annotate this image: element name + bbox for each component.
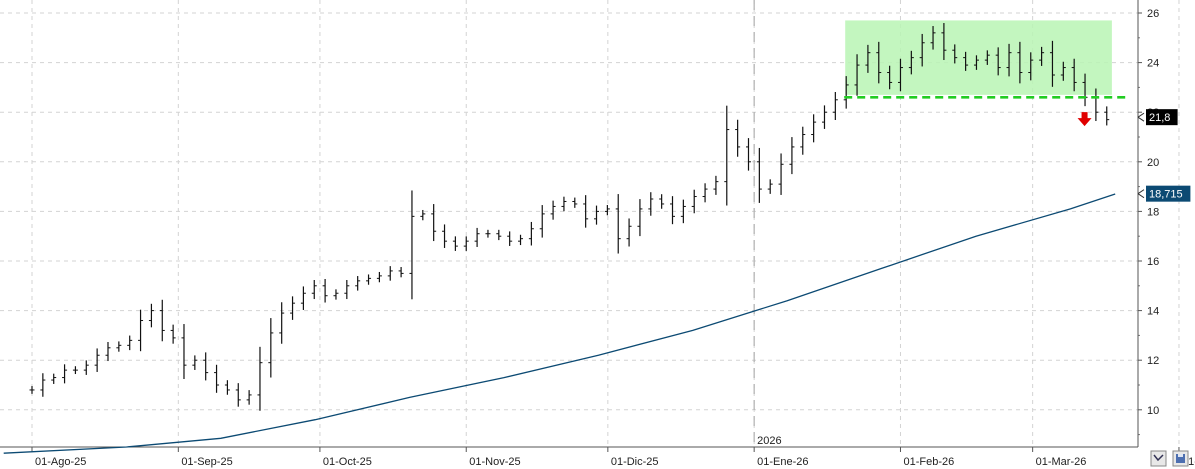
range-box [845,20,1112,95]
badge-text: 18,715 [1149,189,1183,201]
y-tick-label: 16 [1147,256,1159,268]
moving-average-badge: 18,715 [1137,185,1191,202]
y-tick-label: 24 [1147,58,1159,70]
save-icon [1176,454,1185,463]
chevron-down-icon [1153,454,1164,462]
save-icon-detail [1178,454,1183,457]
badge-pointer [1137,189,1145,199]
moving-average-line [3,193,1116,454]
y-tick-label: 20 [1147,157,1159,169]
year-label: 2026 [757,435,781,447]
down-arrow-icon [1077,112,1092,127]
x-tick-label: 01-Oct-25 [323,456,372,468]
x-tick-label: 01-Mar-26 [1036,456,1087,468]
x-tick-label: 01-Sep-25 [181,456,232,468]
x-tick-label: 01-Ene-26 [757,456,808,468]
y-tick-label: 26 [1147,8,1159,20]
badge-background [1146,109,1178,126]
badge-pointer [1137,112,1145,122]
x-tick-label: 01-Dic-25 [611,456,659,468]
last-price-badge: 21,8 [1137,109,1178,126]
y-tick-label: 10 [1147,405,1159,417]
badge-background [1146,185,1191,202]
x-tick-label: 01-Feb-26 [903,456,954,468]
x-tick-label: 01-Ago-25 [35,456,86,468]
x-tick-label: 01-Nov-25 [469,456,520,468]
y-tick-label: 18 [1147,206,1159,218]
y-tick-label: 14 [1147,306,1159,318]
y-tick-label: 12 [1147,355,1159,367]
badge-text: 21,8 [1149,112,1170,124]
